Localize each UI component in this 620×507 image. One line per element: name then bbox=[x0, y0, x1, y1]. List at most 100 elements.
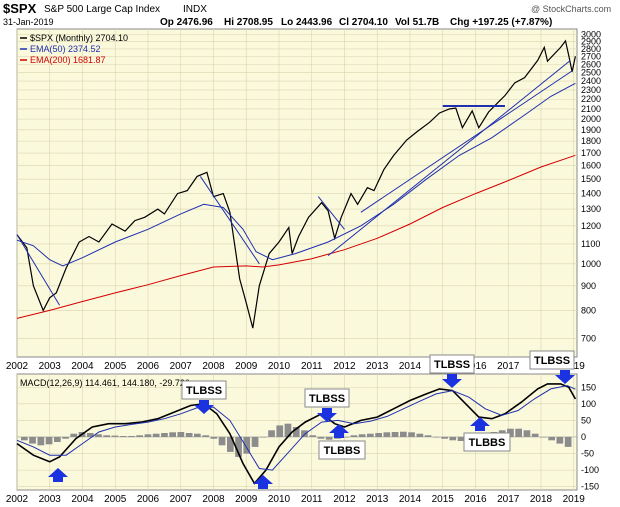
price-y-ticks: 700 800 900 1000 1100 1200 1300 1400 1500 1600 170… bbox=[581, 29, 601, 343]
histogram-bar bbox=[210, 437, 218, 439]
histogram-bar bbox=[540, 437, 547, 438]
annotation-box bbox=[463, 432, 511, 452]
legend-ema200: EMA(200) 1681.87 bbox=[30, 55, 106, 65]
date: 31-Jan-2019 bbox=[3, 17, 54, 27]
trendlines bbox=[16, 60, 573, 306]
histogram-bar bbox=[235, 437, 242, 457]
volume-value: Vol 51.7B bbox=[395, 17, 439, 28]
price-panel bbox=[16, 28, 578, 358]
annotation-box bbox=[318, 440, 366, 460]
price-y-tick-label: 1200 bbox=[581, 221, 601, 231]
histogram-bar bbox=[358, 434, 366, 437]
price-x-tick-label: 2013 bbox=[366, 361, 389, 372]
price-x-tick-label: 2008 bbox=[202, 361, 225, 372]
price-y-tick-label: 3000 bbox=[581, 29, 601, 39]
macd-x-tick-label: 2009 bbox=[235, 494, 258, 505]
histogram-bar bbox=[564, 437, 572, 447]
histogram-bar bbox=[194, 433, 201, 437]
price-x-tick-label: 2002 bbox=[6, 361, 29, 372]
macd-x-tick-label: 2007 bbox=[170, 494, 193, 505]
macd-y-tick-label: 50 bbox=[581, 415, 591, 425]
price-y-tick-label: 1400 bbox=[581, 189, 601, 199]
watermark: @ StockCharts.com bbox=[531, 4, 611, 14]
histogram-bar bbox=[177, 432, 185, 437]
histogram-bar bbox=[95, 434, 102, 437]
histogram-bar bbox=[548, 437, 555, 441]
histogram-bar bbox=[292, 427, 300, 437]
histogram-bar bbox=[523, 430, 531, 437]
histogram-bar bbox=[111, 435, 119, 437]
annotation-label: TLBSS bbox=[186, 385, 222, 397]
price-x-tick-label: 2016 bbox=[464, 361, 487, 372]
up-arrow-icon bbox=[329, 424, 349, 438]
price-series-group bbox=[16, 39, 576, 329]
price-y-tick-label: 2600 bbox=[581, 59, 601, 69]
security-name: S&P 500 Large Cap Index bbox=[44, 4, 160, 15]
histogram-bar bbox=[37, 437, 45, 446]
macd-y-tick-label: 150 bbox=[581, 382, 596, 392]
annotation-label: TLBBS bbox=[469, 437, 506, 449]
macd-y-tick-label: 0 bbox=[581, 432, 586, 442]
macd-x-tick-label: 2012 bbox=[333, 494, 356, 505]
down-arrow-icon bbox=[194, 400, 214, 414]
down-arrow-icon bbox=[442, 374, 462, 388]
annotation-box bbox=[529, 350, 575, 370]
price-y-tick-label: 1600 bbox=[581, 161, 601, 171]
histogram-bar bbox=[103, 435, 111, 437]
histogram-bar bbox=[367, 433, 374, 437]
histogram-bar bbox=[432, 437, 440, 438]
high-value: Hi 2708.95 bbox=[224, 17, 273, 28]
price-y-tick-label: 1800 bbox=[581, 136, 601, 146]
histogram-bar bbox=[309, 435, 317, 437]
macd-line-0 bbox=[16, 383, 577, 485]
price-y-tick-label: 1700 bbox=[581, 148, 601, 158]
histogram-bar bbox=[243, 437, 251, 454]
price-x-tick-label: 2010 bbox=[268, 361, 291, 372]
series-line-0 bbox=[16, 39, 576, 329]
price-y-tick-label: 2900 bbox=[581, 37, 601, 47]
macd-y-ticks: -150 -100 -50 0 50 100 150 bbox=[581, 382, 599, 491]
trendline bbox=[360, 70, 573, 213]
close-value: Cl 2704.10 bbox=[339, 17, 388, 28]
macd-y-tick-label: -100 bbox=[581, 465, 599, 475]
price-x-tick-label: 2006 bbox=[137, 361, 160, 372]
histogram-bar bbox=[424, 435, 432, 437]
histogram-bar bbox=[45, 437, 53, 445]
histogram-bar bbox=[202, 435, 209, 437]
price-y-tick-label: 2400 bbox=[581, 76, 601, 86]
histogram-bar bbox=[185, 433, 193, 437]
histogram-bar bbox=[449, 437, 457, 441]
histogram-bar bbox=[119, 436, 127, 437]
histogram-bar bbox=[325, 437, 333, 440]
macd-grid bbox=[16, 374, 577, 490]
trendline bbox=[327, 60, 571, 257]
trendline bbox=[199, 176, 260, 265]
macd-x-tick-label: 2002 bbox=[6, 494, 29, 505]
price-y-tick-label: 1000 bbox=[581, 259, 601, 269]
histogram-bar bbox=[227, 437, 234, 452]
histogram-bar bbox=[317, 437, 325, 439]
histogram-bar bbox=[259, 437, 267, 438]
price-x-tick-label: 2011 bbox=[301, 361, 323, 372]
price-y-tick-label: 2700 bbox=[581, 51, 601, 61]
series-line-1 bbox=[16, 82, 576, 267]
price-y-tick-label: 1100 bbox=[581, 239, 600, 249]
price-y-tick-label: 2500 bbox=[581, 68, 601, 78]
up-arrow-icon bbox=[470, 417, 490, 431]
price-x-tick-label: 2009 bbox=[235, 361, 258, 372]
histogram-bar bbox=[457, 437, 465, 441]
macd-x-tick-label: 2019 bbox=[563, 494, 586, 505]
annotation-box bbox=[304, 388, 350, 408]
symbol: $SPX bbox=[3, 1, 37, 16]
histogram-bar bbox=[62, 437, 69, 439]
up-arrow-icon bbox=[48, 468, 68, 482]
trendline bbox=[16, 234, 61, 306]
annotation-tlbss-4: TLBSS bbox=[529, 350, 575, 384]
histogram-bar bbox=[375, 433, 382, 437]
price-x-tick-label: 2017 bbox=[497, 361, 520, 372]
price-y-tick-label: 2100 bbox=[581, 104, 601, 114]
annotation-tlbss-2: TLBSS bbox=[304, 388, 350, 422]
price-y-tick-label: 900 bbox=[581, 281, 596, 291]
histogram-bar bbox=[29, 437, 36, 444]
